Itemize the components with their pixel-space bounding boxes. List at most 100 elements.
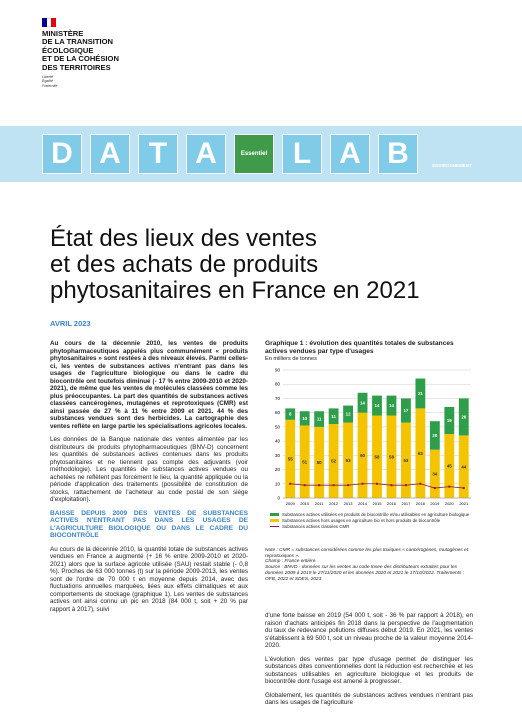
line-marker <box>433 487 436 490</box>
y-tick-label: 10 <box>275 481 281 486</box>
y-tick-label: 60 <box>275 410 281 415</box>
bar-segment <box>444 434 455 498</box>
bar-segment <box>285 419 296 498</box>
x-tick-label: 2021 <box>459 501 469 506</box>
ministry-logo: MINISTÈRE DE LA TRANSITION ÉCOLOGIQUE ET DE… <box>42 18 119 88</box>
paragraph: Les données de la Banque nationale des v… <box>50 436 248 503</box>
letter-tile: D <box>42 134 82 174</box>
bar-segment <box>343 405 353 423</box>
note-line: Champ : France entière. <box>265 559 317 565</box>
bar-segment <box>429 449 440 498</box>
legend-label: Substances actives hors usages en agricu… <box>282 518 441 523</box>
bar-segment <box>372 415 382 498</box>
bar-segment <box>285 408 296 420</box>
y-tick-label: 40 <box>275 439 281 444</box>
paragraph: Globalement, les quantités de substances… <box>265 691 473 707</box>
data-label: 45 <box>447 464 452 469</box>
letter-tile: A <box>90 134 130 174</box>
bar-segment <box>386 415 397 498</box>
x-tick-label: 2020 <box>445 501 455 506</box>
ministry-line: DE LA TRANSITION <box>42 37 114 47</box>
bar-segment <box>328 424 339 498</box>
chart-note: Note : CMR = substances considérées comm… <box>265 548 473 582</box>
legend-label: Substances actives classées CMR <box>282 524 350 529</box>
ministry-line: ÉCOLOGIQUE <box>42 45 94 55</box>
bar-segment <box>357 392 368 413</box>
bar-segment <box>299 411 310 426</box>
data-label: 53 <box>346 458 351 463</box>
y-tick-label: 80 <box>275 382 281 387</box>
bar-segment <box>299 425 310 498</box>
data-label: 10 <box>302 416 307 421</box>
line-marker <box>347 484 350 487</box>
x-tick-label: 2017 <box>401 501 411 506</box>
note-line: Source : BNVD - données sur les ventes a… <box>265 565 465 582</box>
y-tick-label: 70 <box>275 396 281 401</box>
bar-segment <box>314 411 325 427</box>
bar-segment <box>386 395 397 416</box>
chart: 0102030405060708090200955820105110201150… <box>275 368 471 506</box>
section-heading: BAISSE DEPUIS 2009 DES VENTES DE SUBSTAN… <box>50 509 248 540</box>
letter-tile: L <box>282 134 322 174</box>
y-tick-label: 20 <box>275 467 281 472</box>
data-label: 58 <box>375 454 380 459</box>
line-marker <box>448 485 451 488</box>
legend-label: Substances actives utilisées en produits… <box>282 512 470 517</box>
x-tick-label: 2014 <box>358 501 368 506</box>
y-tick-label: 30 <box>275 453 281 458</box>
x-tick-label: 2015 <box>373 501 383 506</box>
letter-tile: A <box>186 134 226 174</box>
x-tick-label: 2009 <box>286 501 296 506</box>
data-label: 34 <box>432 471 437 476</box>
date: AVRIL 2023 <box>50 319 91 328</box>
data-label: 14 <box>375 403 380 408</box>
x-tick-label: 2013 <box>344 501 354 506</box>
bar-segment <box>458 435 469 498</box>
x-tick-label: 2010 <box>300 501 310 506</box>
title-line: et des achats de produits <box>50 251 319 278</box>
x-tick-label: 2019 <box>430 501 440 506</box>
x-tick-label: 2018 <box>416 501 426 506</box>
bar-segment <box>458 398 469 436</box>
letter-tile: A <box>330 134 370 174</box>
line-marker <box>361 482 364 485</box>
x-tick-label: 2011 <box>315 501 324 506</box>
bar-segment <box>328 408 339 425</box>
line-marker <box>404 484 407 487</box>
data-label: 50 <box>317 460 322 465</box>
y-tick-label: 90 <box>275 368 281 373</box>
motto-line: Fraternité <box>42 83 58 88</box>
legend: Substances actives utilisées en produits… <box>270 512 475 530</box>
bar-segment <box>357 412 368 498</box>
data-label: 53 <box>403 458 408 463</box>
y-axis-label: En milliers de tonnes <box>265 356 317 362</box>
bar-segment <box>444 406 455 434</box>
bar-segment <box>429 421 440 450</box>
bar-segment <box>415 378 426 409</box>
bar-segment <box>401 398 411 423</box>
bar-segment <box>372 395 382 416</box>
left-column: Au cours de la décennie 2010, les ventes… <box>50 340 248 718</box>
motto: Liberté Égalité Fraternité <box>42 75 119 88</box>
motto-line: Égalité <box>42 79 53 84</box>
intro: Au cours de la décennie 2010, les ventes… <box>50 340 248 430</box>
line-marker <box>318 484 321 487</box>
legend-item: Substances actives classées CMR <box>270 524 475 529</box>
data-label: 17 <box>403 408 408 413</box>
motto-line: Liberté <box>42 75 53 80</box>
legend-item: Substances actives hors usages en agricu… <box>270 518 475 523</box>
data-label: 51 <box>302 459 307 464</box>
title-line: phytosanitaires en France en 2021 <box>50 277 420 304</box>
line-marker <box>289 482 292 485</box>
data-label: 20 <box>432 433 437 438</box>
legend-swatch <box>270 513 279 516</box>
data-label: 21 <box>418 391 423 396</box>
data-label: 14 <box>389 403 394 408</box>
line-marker <box>419 482 422 485</box>
letter-tile: B <box>378 134 418 174</box>
data-label: 52 <box>331 459 336 464</box>
x-tick-label: 2016 <box>387 501 397 506</box>
data-label: 44 <box>461 464 466 469</box>
bar-segment <box>415 408 426 498</box>
bar-segment <box>314 426 325 498</box>
